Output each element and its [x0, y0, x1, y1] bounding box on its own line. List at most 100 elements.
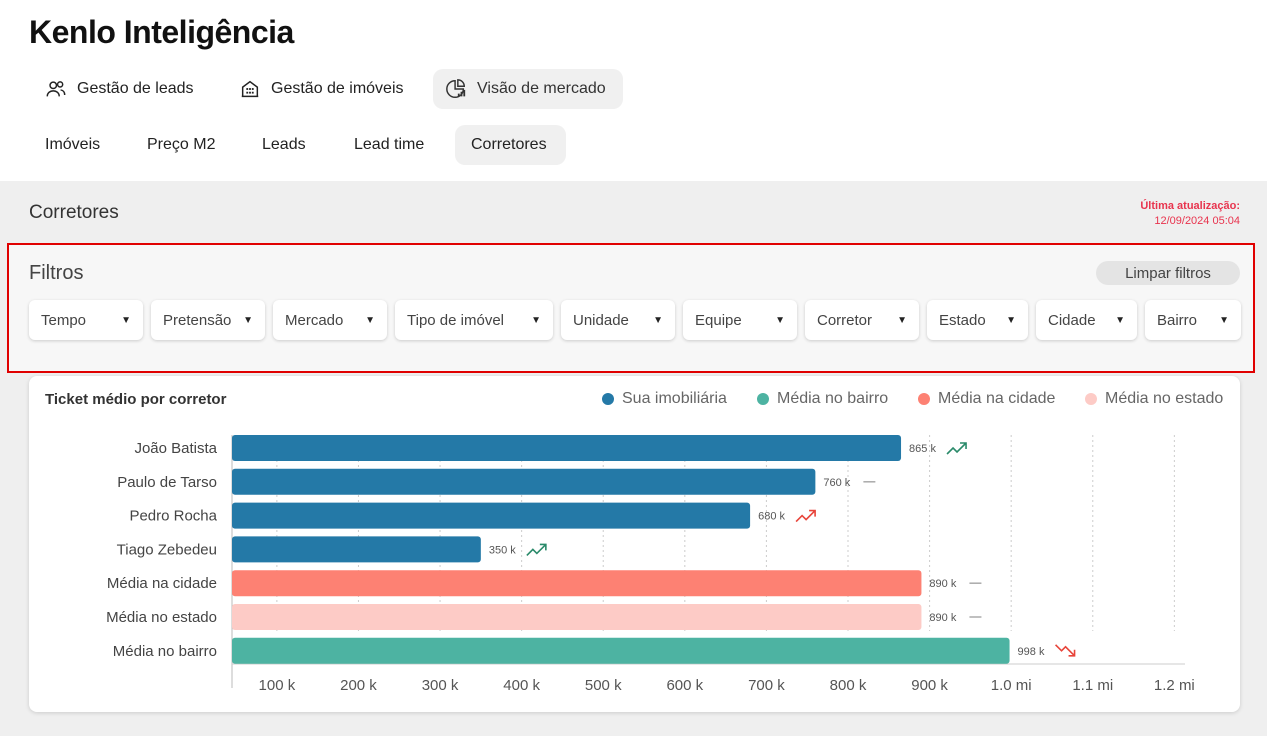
building-icon: [241, 80, 259, 98]
value-label: 998 k: [1018, 646, 1045, 658]
bar[interactable]: [232, 637, 1010, 664]
last-update: Última atualização: 12/09/2024 05:04: [1140, 199, 1240, 229]
legend-item-sua-imobiliaria[interactable]: Sua imobiliária: [602, 390, 727, 408]
value-label: 680 k: [758, 511, 785, 523]
legend-item-media-na-cidade[interactable]: Média na cidade: [918, 390, 1055, 408]
value-label: 760 k: [823, 477, 850, 489]
caret-down-icon: ▼: [775, 314, 785, 326]
filter-label: Mercado: [285, 311, 344, 329]
app-title: Kenlo Inteligência: [29, 14, 294, 50]
value-label: 890 k: [929, 612, 956, 624]
caret-down-icon: ▼: [365, 314, 375, 326]
filter-label: Estado: [939, 311, 986, 329]
x-tick-label: 500 k: [585, 677, 622, 694]
legend-item-media-no-bairro[interactable]: Média no bairro: [757, 390, 888, 408]
legend-label: Sua imobiliária: [622, 390, 727, 407]
bar[interactable]: [232, 502, 751, 529]
caret-down-icon: ▼: [653, 314, 663, 326]
caret-down-icon: ▼: [897, 314, 907, 326]
subtab-lead-time[interactable]: Lead time: [354, 136, 425, 153]
category-label: Pedro Rocha: [129, 508, 217, 525]
filter-tempo[interactable]: Tempo ▼: [29, 300, 143, 340]
x-tick-label: 700 k: [748, 677, 785, 694]
filter-equipe[interactable]: Equipe ▼: [683, 300, 797, 340]
bar-chart: 100 k 200 k 300 k 400 k 500 k 600 k 700 k 800 k…: [106, 435, 1195, 694]
filters-panel: Filtros Limpar filtros Tempo ▼ Pretensão ▼…: [7, 243, 1255, 373]
last-update-value: 12/09/2024 05:04: [1154, 215, 1240, 227]
trend-up-icon: [946, 442, 967, 455]
legend-dot: [757, 393, 769, 405]
bar[interactable]: [232, 536, 481, 563]
clear-filters-button[interactable]: Limpar filtros: [1096, 261, 1240, 285]
filter-estado[interactable]: Estado ▼: [927, 300, 1028, 340]
subtab-corretores[interactable]: Corretores: [455, 125, 566, 165]
bar[interactable]: [232, 570, 922, 597]
filter-label: Bairro: [1157, 311, 1198, 329]
category-label: Média na cidade: [107, 575, 217, 592]
value-label: 350 k: [489, 544, 516, 556]
tab-gestao-de-imoveis[interactable]: Gestão de imóveis: [227, 69, 416, 109]
filter-tipo-de-imovel[interactable]: Tipo de imóvel ▼: [395, 300, 553, 340]
filter-label: Corretor: [817, 311, 873, 329]
chart-title: Ticket médio por corretor: [45, 391, 227, 408]
filter-label: Tempo: [41, 311, 87, 329]
legend-label: Média no bairro: [777, 390, 889, 407]
trend-down-icon: [1054, 644, 1076, 657]
x-tick-label: 900 k: [911, 677, 948, 694]
legend-dot: [1085, 393, 1097, 405]
tab-label: Visão de mercado: [477, 80, 606, 97]
users-icon: [46, 81, 66, 97]
filter-label: Tipo de imóvel: [407, 311, 504, 329]
x-tick-label: 100 k: [259, 677, 296, 694]
category-label: João Batista: [134, 440, 217, 457]
x-tick-label: 1.0 mi: [991, 677, 1032, 694]
legend-label: Média na cidade: [938, 390, 1056, 407]
x-tick-label: 1.1 mi: [1072, 677, 1113, 694]
bar[interactable]: [232, 468, 816, 495]
filter-label: Cidade: [1048, 311, 1096, 329]
category-label: Média no bairro: [113, 643, 217, 660]
x-tick-label: 400 k: [503, 677, 540, 694]
filter-cidade[interactable]: Cidade ▼: [1036, 300, 1137, 340]
tab-gestao-de-leads[interactable]: Gestão de leads: [33, 69, 206, 109]
caret-down-icon: ▼: [121, 314, 131, 326]
bar[interactable]: [232, 435, 902, 461]
legend-item-media-no-estado[interactable]: Média no estado: [1085, 390, 1223, 408]
trend-up-icon: [526, 543, 547, 556]
caret-down-icon: ▼: [1115, 314, 1125, 326]
tab-label: Gestão de leads: [77, 80, 194, 97]
filter-unidade[interactable]: Unidade ▼: [561, 300, 675, 340]
filters-title: Filtros: [29, 262, 84, 284]
pie-chart-icon: [446, 79, 466, 98]
filter-corretor[interactable]: Corretor ▼: [805, 300, 919, 340]
tab-visao-de-mercado[interactable]: Visão de mercado: [433, 69, 623, 109]
filter-mercado[interactable]: Mercado ▼: [273, 300, 387, 340]
x-tick-label: 600 k: [666, 677, 703, 694]
category-label: Média no estado: [106, 609, 217, 626]
caret-down-icon: ▼: [531, 314, 541, 326]
filter-bairro[interactable]: Bairro ▼: [1145, 300, 1241, 340]
trend-up-icon: [795, 509, 816, 523]
legend-dot: [602, 393, 614, 405]
caret-down-icon: ▼: [243, 314, 253, 326]
filter-pretensao[interactable]: Pretensão ▼: [151, 300, 265, 340]
legend-label: Média no estado: [1105, 390, 1224, 407]
value-label: 865 k: [909, 443, 936, 455]
tab-label: Gestão de imóveis: [271, 80, 404, 97]
x-tick-label: 800 k: [830, 677, 867, 694]
filter-label: Pretensão: [163, 311, 232, 329]
filter-label: Unidade: [573, 311, 629, 329]
category-label: Paulo de Tarso: [117, 474, 217, 491]
x-tick-label: 200 k: [340, 677, 377, 694]
bar[interactable]: [232, 604, 922, 630]
last-update-label: Última atualização:: [1140, 200, 1240, 212]
subtab-imoveis[interactable]: Imóveis: [45, 136, 101, 153]
subtab-preco-m2[interactable]: Preço M2: [147, 136, 216, 153]
value-label: 890 k: [929, 578, 956, 590]
section-title: Corretores: [29, 202, 119, 223]
chart-card: Ticket médio por corretor Sua imobiliári…: [29, 376, 1240, 712]
subtab-leads[interactable]: Leads: [262, 136, 306, 153]
legend-dot: [918, 393, 930, 405]
caret-down-icon: ▼: [1006, 314, 1016, 326]
x-tick-label: 300 k: [422, 677, 459, 694]
